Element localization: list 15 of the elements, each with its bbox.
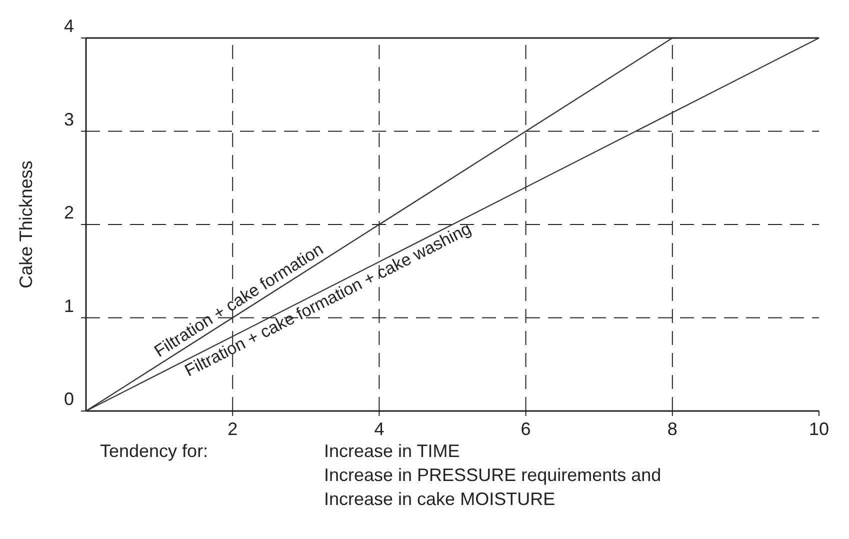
x-tick-label: 10 (808, 419, 830, 439)
y-tick-label: 0 (64, 389, 74, 409)
text: Tendency for: (100, 441, 208, 461)
text: Increase in PRESSURE requirements and (324, 465, 662, 485)
y-axis-title: Cake Thickness (16, 160, 36, 288)
x-tick-label: 2 (228, 419, 238, 439)
y-tick-label: 3 (64, 109, 74, 130)
text: Increase in TIME (324, 441, 460, 461)
y-tick-label: 2 (64, 202, 74, 222)
y-tick-label: 1 (64, 296, 74, 316)
y-tick-label: 4 (64, 16, 74, 36)
x-tick-label: 4 (374, 419, 384, 439)
x-tick-label: 8 (667, 419, 678, 439)
x-tick-label: 6 (520, 419, 531, 439)
text: Increase in cake MOISTURE (324, 489, 556, 509)
